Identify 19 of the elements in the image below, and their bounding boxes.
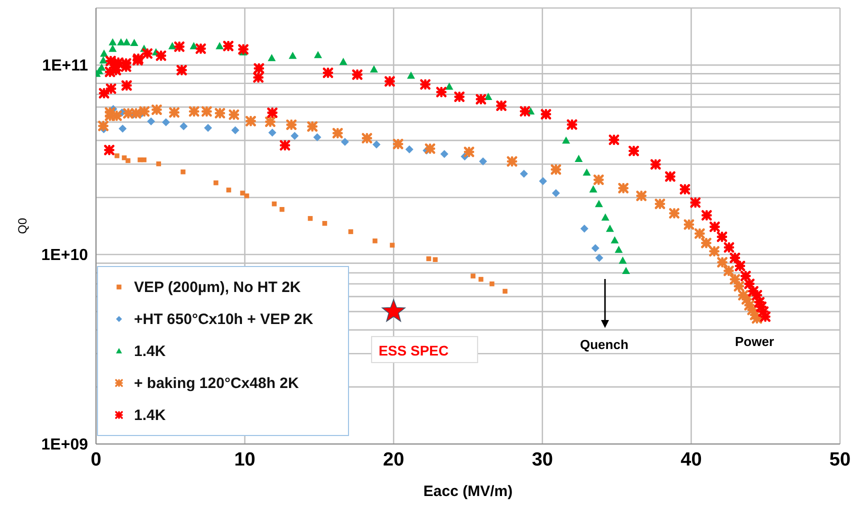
annotation: ESS SPEC: [378, 342, 449, 359]
legend-label: + baking 120°Cx48h 2K: [134, 374, 299, 392]
y-axis-title: Q0: [15, 218, 30, 234]
x-tick-label: 30: [532, 449, 553, 470]
x-tick-label: 40: [680, 449, 702, 470]
x-tick-label: 10: [234, 449, 256, 470]
legend-label: 1.4K: [134, 342, 166, 360]
x-tick-label: 0: [90, 449, 102, 470]
legend-label: +HT 650°Cx10h + VEP 2K: [134, 310, 314, 328]
y-tick-label: 1E+09: [41, 436, 88, 454]
y-tick-label: 1E+10: [41, 247, 88, 264]
y-tick-label: 1E+11: [42, 58, 88, 75]
annotation: Quench: [580, 337, 628, 352]
legend-label: VEP (200µm), No HT 2K: [134, 278, 301, 296]
x-tick-label: 50: [829, 449, 851, 470]
annotation: Power: [735, 334, 774, 349]
x-axis-title: Eacc (MV/m): [423, 483, 513, 500]
legend-label: 1.4K: [134, 406, 166, 424]
x-tick-label: 20: [383, 449, 404, 470]
